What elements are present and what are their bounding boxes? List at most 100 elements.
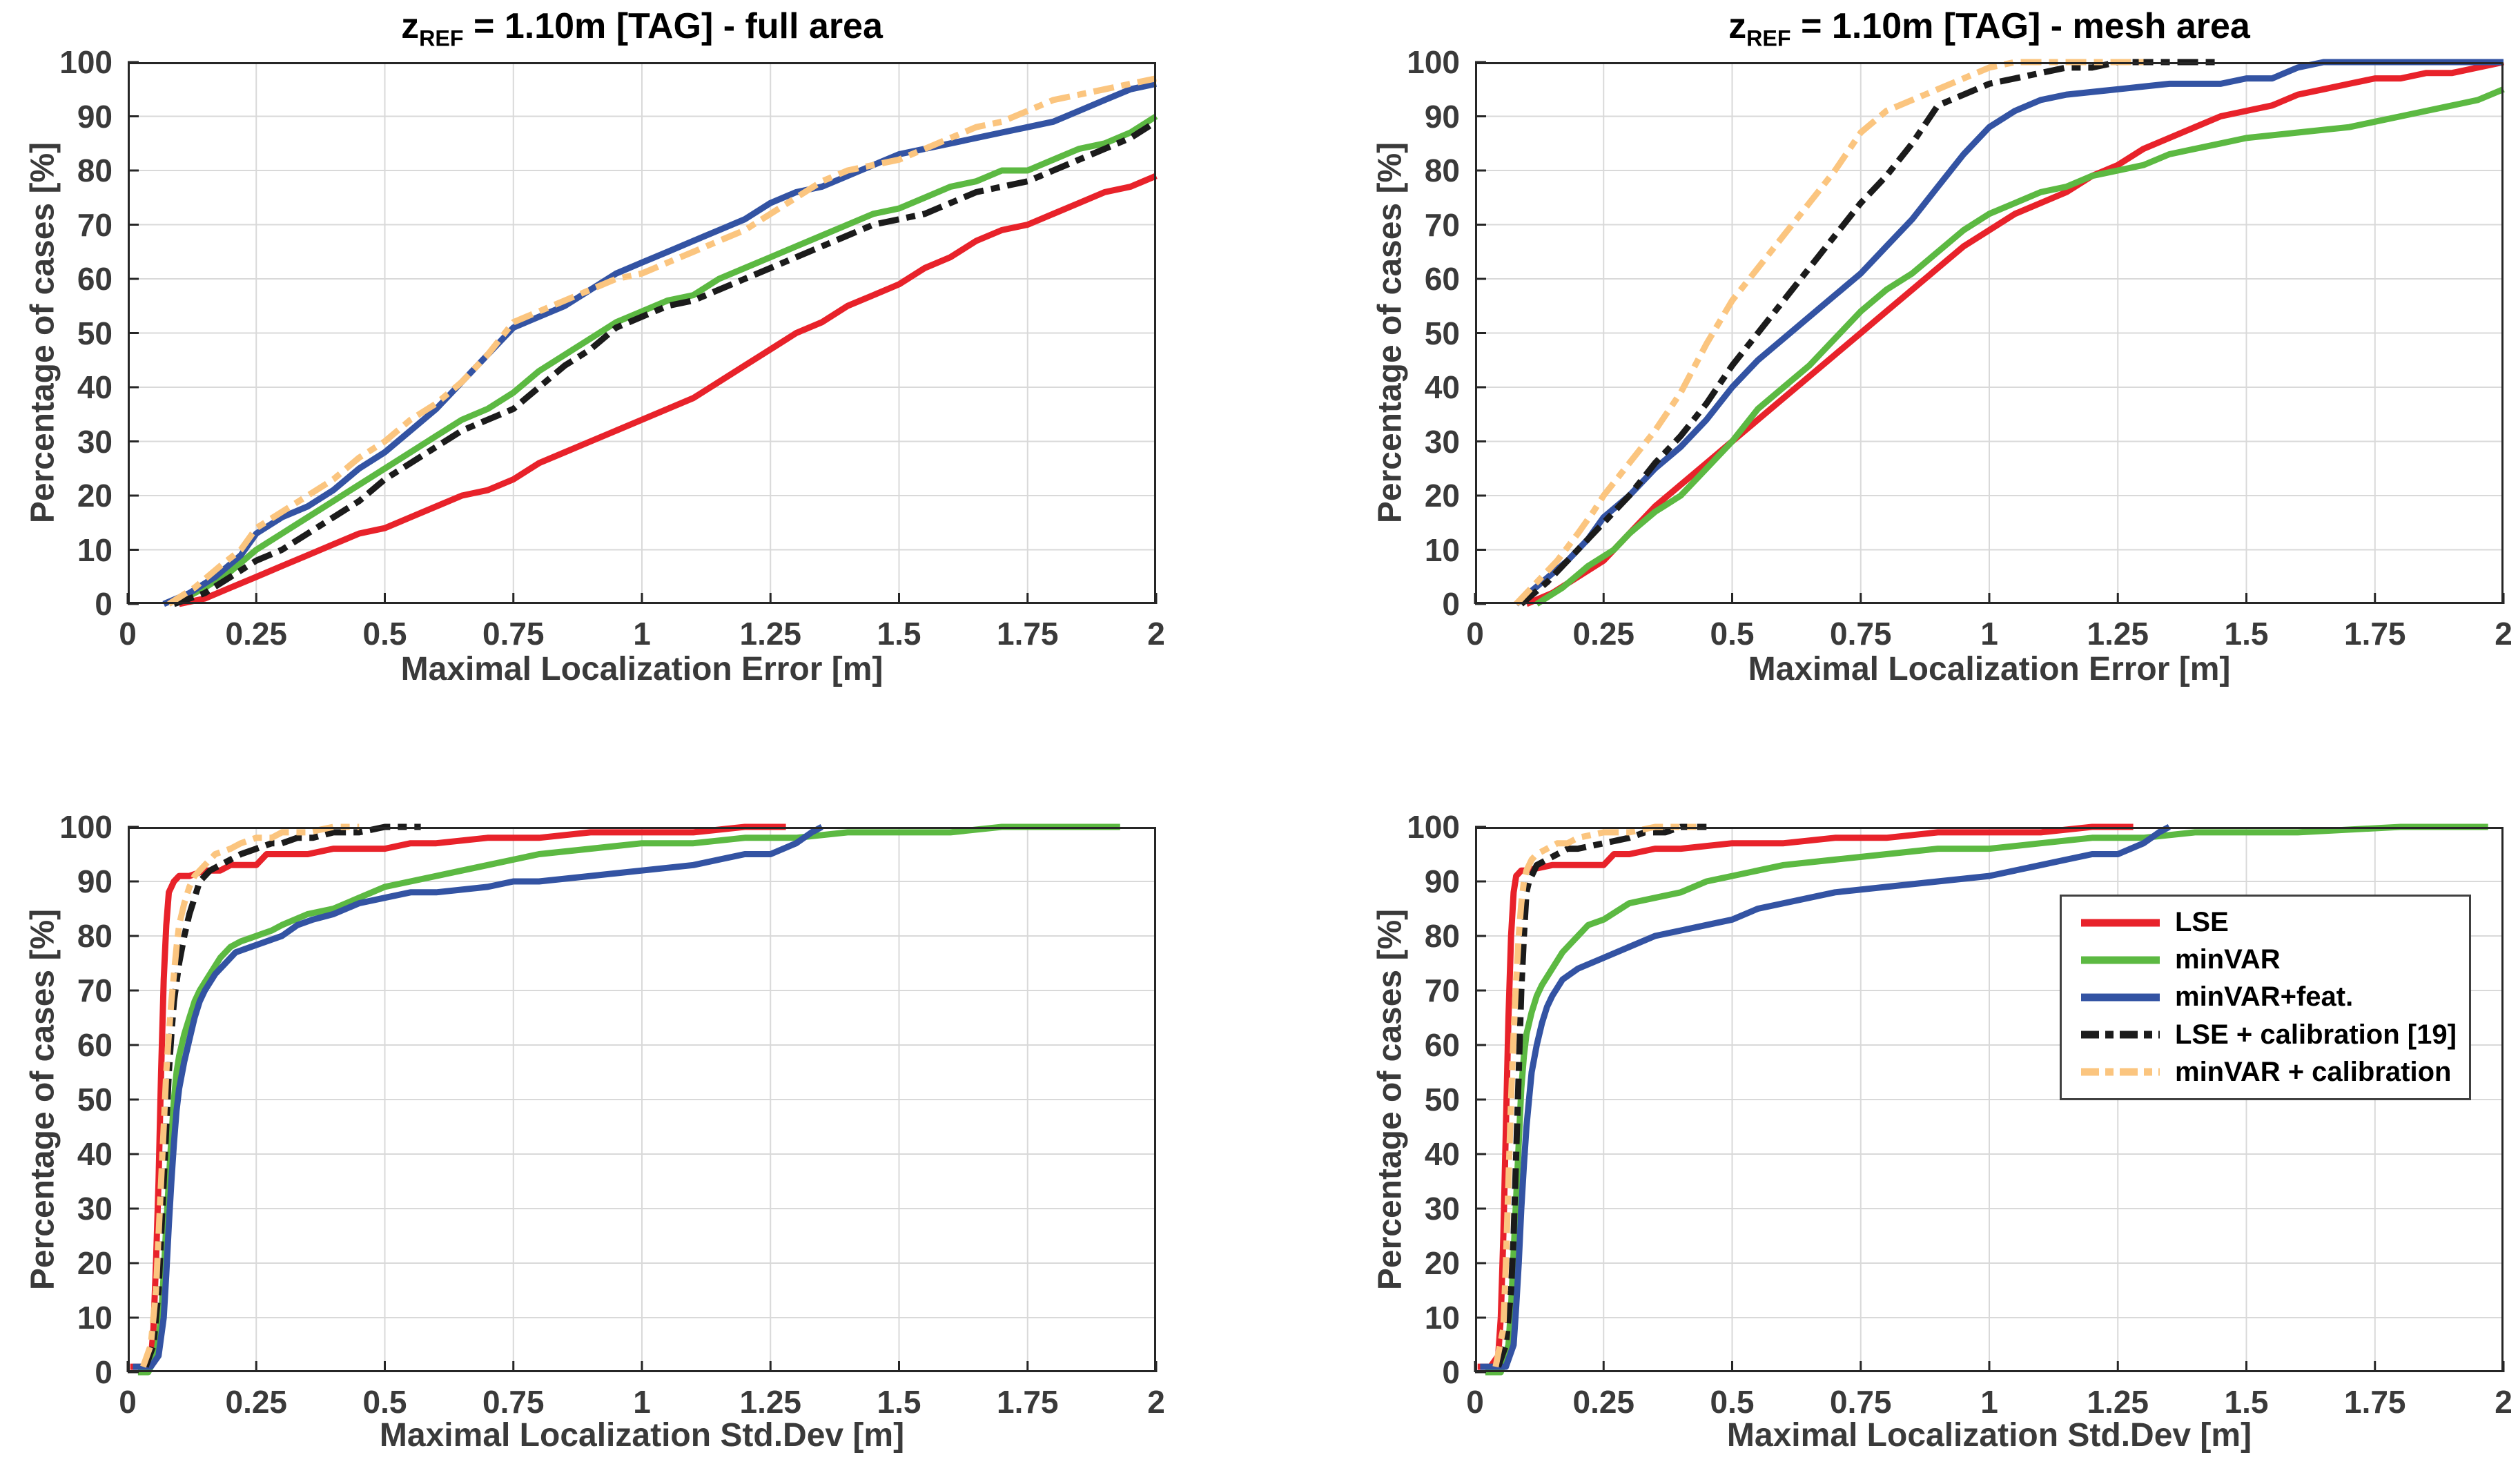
y-tick-label: 80 xyxy=(1424,918,1460,954)
minvar_cal-curve xyxy=(167,75,1157,607)
legend-label: minVAR + calibration xyxy=(2175,1056,2452,1087)
x-tick-label: 1.75 xyxy=(996,1384,1059,1420)
y-tick-label: 100 xyxy=(59,809,113,845)
lse_cal-curve xyxy=(1495,823,1707,1368)
title-z: z xyxy=(1728,6,1747,46)
x-tick-label: 0 xyxy=(119,616,137,652)
axes-canvas xyxy=(126,823,1158,1376)
y-tick-label: 40 xyxy=(1424,1136,1460,1172)
legend-item: LSE + calibration [19] xyxy=(2080,1019,2462,1051)
x-tick-label: 0 xyxy=(1466,1384,1484,1420)
x-tick-label: 1 xyxy=(633,1384,651,1420)
y-tick-label: 80 xyxy=(77,153,113,188)
lse_cal-curve xyxy=(173,119,1158,607)
legend-swatch-lse_cal xyxy=(2081,1031,2160,1039)
y-tick-label: 60 xyxy=(77,1027,113,1063)
legend-item: minVAR xyxy=(2080,944,2462,975)
x-tick-label: 1 xyxy=(1980,616,1998,652)
y-tick-label: 30 xyxy=(77,1191,113,1227)
y-tick-label: 0 xyxy=(1442,586,1460,622)
y-tick-label: 30 xyxy=(1424,1191,1460,1227)
legend-swatch-minvar_cal xyxy=(2081,1068,2160,1076)
y-tick-label: 100 xyxy=(59,44,113,80)
legend-item: LSE xyxy=(2080,907,2462,938)
y-tick-label: 30 xyxy=(1424,423,1460,460)
lse-curve xyxy=(130,823,786,1370)
y-tick-label: 0 xyxy=(95,1354,113,1390)
y-tick-label: 40 xyxy=(77,1136,113,1172)
y-tick-label: 90 xyxy=(77,863,113,899)
x-tick-label: 1.75 xyxy=(2343,616,2406,652)
x-tick-label: 2 xyxy=(2495,616,2512,652)
minvar_feat-curve xyxy=(1514,59,2504,607)
plot-title: zREF = 1.10m [TAG] - mesh area xyxy=(1475,6,2504,51)
minvar_cal-curve xyxy=(140,823,360,1368)
title-z: z xyxy=(401,6,420,46)
y-tick-label: 100 xyxy=(1407,809,1460,845)
x-tick-label: 0.25 xyxy=(225,1384,288,1420)
plot-title: zREF = 1.10m [TAG] - full area xyxy=(128,6,1156,51)
minvar_cal-curve xyxy=(1514,59,2144,607)
y-tick-label: 70 xyxy=(1424,973,1460,1008)
x-tick-label: 1.5 xyxy=(2224,616,2269,652)
x-axis-label: Maximal Localization Error [m] xyxy=(400,651,884,687)
x-tick-label: 1.25 xyxy=(739,1384,802,1420)
x-tick-label: 0.25 xyxy=(1572,616,1635,652)
lse_cal-curve xyxy=(1519,59,2221,607)
x-tick-label: 2 xyxy=(2495,1384,2512,1420)
minvar-curve xyxy=(172,113,1158,607)
minvar_feat-curve xyxy=(162,80,1157,607)
x-tick-label: 0.5 xyxy=(362,616,407,652)
x-tick-label: 0.75 xyxy=(482,1384,545,1420)
x-tick-label: 1.25 xyxy=(2087,616,2149,652)
x-tick-label: 2 xyxy=(1147,616,1165,652)
legend-item: minVAR+feat. xyxy=(2080,982,2462,1013)
y-tick-label: 90 xyxy=(1424,863,1460,899)
y-tick-label: 20 xyxy=(1424,478,1460,514)
y-tick-label: 30 xyxy=(77,423,113,460)
y-tick-label: 100 xyxy=(1407,44,1460,80)
y-tick-label: 20 xyxy=(77,478,113,514)
y-tick-label: 80 xyxy=(1424,153,1460,188)
y-tick-label: 50 xyxy=(77,1082,113,1117)
minvar-curve xyxy=(1534,86,2505,607)
x-tick-label: 0.5 xyxy=(1710,1384,1755,1420)
axes-canvas xyxy=(126,61,1158,607)
x-tick-label: 2 xyxy=(1147,1384,1165,1420)
x-tick-label: 1.5 xyxy=(877,1384,921,1420)
y-tick-label: 70 xyxy=(77,206,113,243)
x-tick-label: 1 xyxy=(1980,1384,1998,1420)
x-tick-label: 0.5 xyxy=(362,1384,407,1420)
y-tick-label: 20 xyxy=(77,1245,113,1281)
x-tick-label: 0 xyxy=(1466,616,1484,652)
legend-label: minVAR xyxy=(2175,944,2281,975)
title-subscript: REF xyxy=(1746,26,1791,51)
x-tick-label: 1.75 xyxy=(996,616,1059,652)
minvar_feat-curve xyxy=(133,824,823,1370)
y-tick-label: 90 xyxy=(1424,98,1460,135)
minvar_cal-curve xyxy=(1492,823,1697,1367)
x-tick-label: 0.5 xyxy=(1710,616,1755,652)
y-tick-label: 70 xyxy=(77,973,113,1008)
y-tick-label: 70 xyxy=(1424,206,1460,243)
legend-swatch-lse xyxy=(2081,919,2160,927)
legend-label: LSE + calibration [19] xyxy=(2175,1019,2457,1050)
y-tick-label: 40 xyxy=(1424,369,1460,405)
y-tick-label: 0 xyxy=(95,586,113,622)
y-tick-label: 20 xyxy=(1424,1245,1460,1281)
y-tick-label: 10 xyxy=(1424,531,1460,568)
x-axis-label: Maximal Localization Error [m] xyxy=(1748,651,2231,687)
y-tick-label: 50 xyxy=(1424,315,1460,351)
legend-swatch-minvar xyxy=(2081,956,2160,964)
y-tick-label: 60 xyxy=(77,261,113,297)
legend-swatch-minvar_feat xyxy=(2081,993,2160,1002)
x-tick-label: 0.75 xyxy=(1829,1384,1892,1420)
y-tick-label: 80 xyxy=(77,918,113,954)
x-tick-label: 1.25 xyxy=(739,616,802,652)
y-tick-label: 50 xyxy=(1424,1082,1460,1117)
y-tick-label: 50 xyxy=(77,315,113,351)
legend: LSE minVAR minVAR+feat. LSE + calibration [… xyxy=(2060,895,2471,1100)
